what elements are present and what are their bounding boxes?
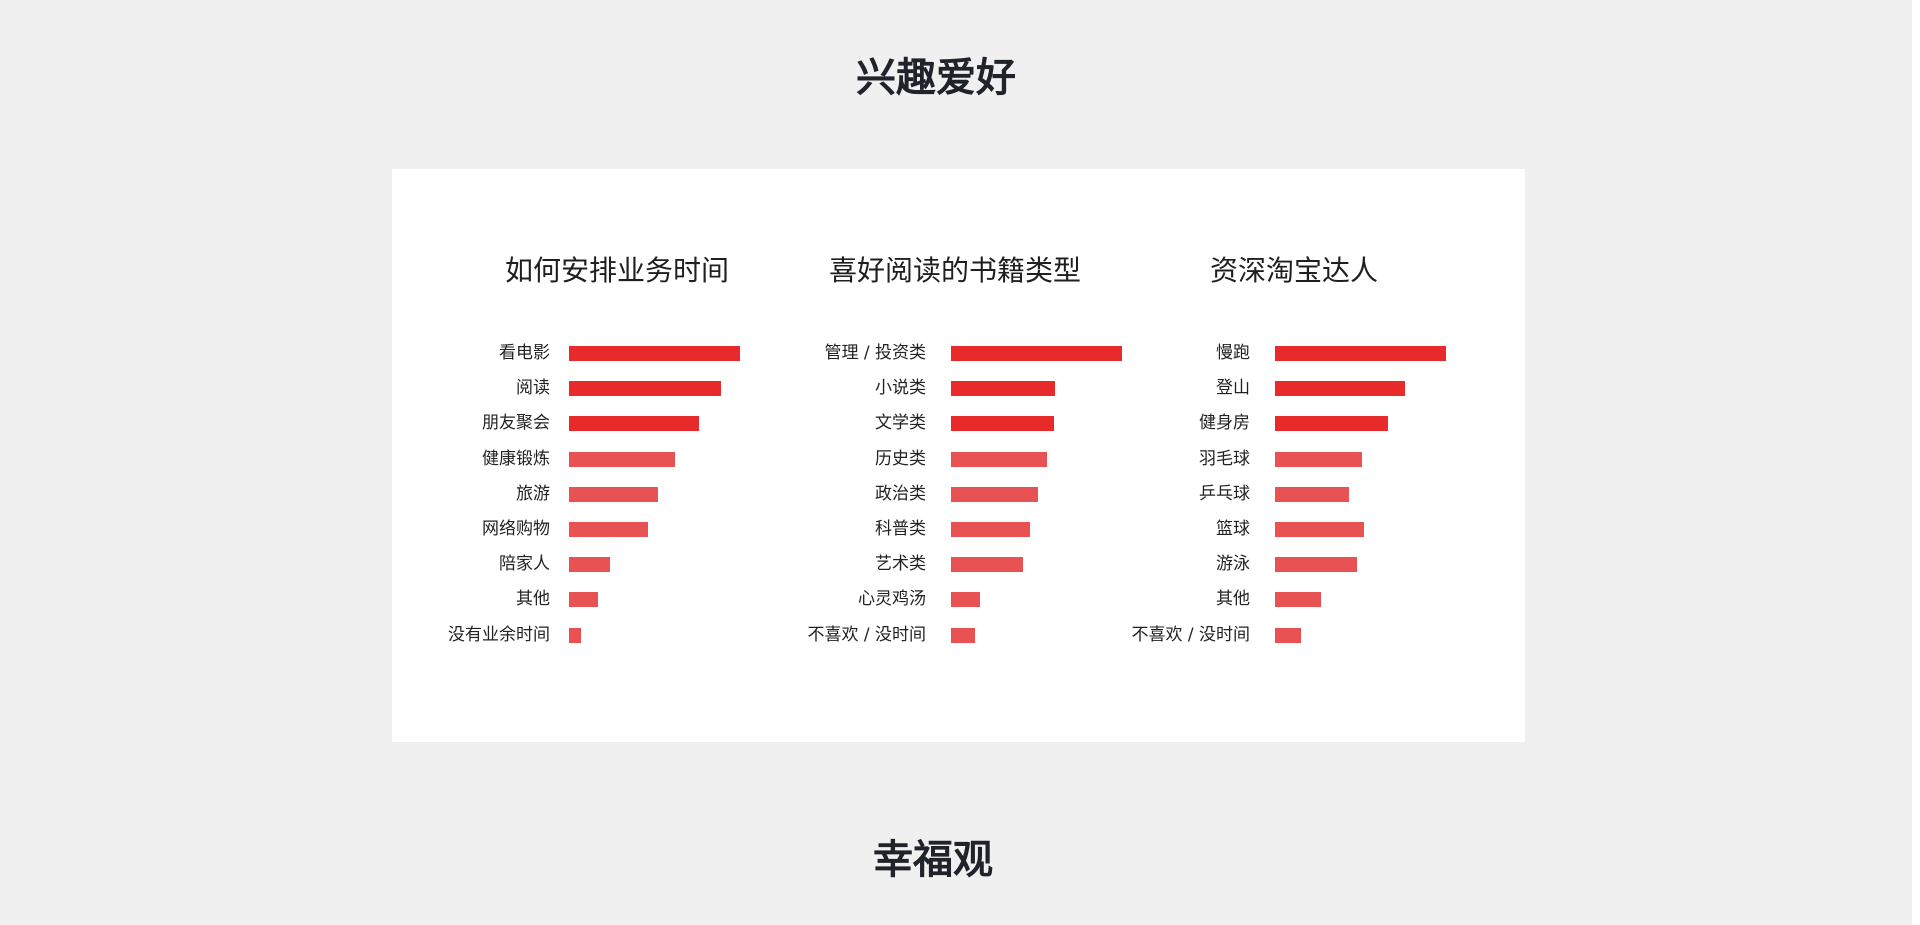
bar-row: 陪家人 — [392, 552, 550, 576]
bar — [569, 627, 581, 643]
bar — [951, 346, 1122, 361]
bar — [951, 416, 1054, 432]
chart-title: 如何安排业务时间 — [505, 254, 730, 287]
category-label: 朋友聚会 — [482, 413, 550, 434]
bar — [569, 522, 648, 537]
bar — [569, 381, 722, 397]
bar-row: 朋友聚会 — [392, 411, 550, 435]
category-label: 羽毛球 — [1199, 448, 1250, 469]
category-label: 乒乓球 — [1199, 483, 1250, 504]
bar — [951, 627, 975, 643]
category-label: 不喜欢 / 没时间 — [807, 624, 926, 645]
bar-row: 管理 / 投资类 — [392, 341, 926, 365]
bar-row: 其他 — [392, 587, 1250, 611]
bar — [951, 592, 981, 608]
bar-row: 健康锻炼 — [392, 447, 550, 471]
bar-row: 小说类 — [392, 376, 926, 400]
category-label: 科普类 — [875, 519, 926, 539]
chart-title: 资深淘宝达人 — [1210, 254, 1379, 287]
bar — [569, 557, 611, 573]
category-label: 政治类 — [875, 483, 926, 504]
bar-row: 不喜欢 / 没时间 — [392, 623, 926, 647]
bar-row: 文学类 — [392, 411, 926, 435]
bar-row: 慢跑 — [392, 341, 1250, 365]
bar-row: 网络购物 — [392, 517, 550, 541]
category-label: 其他 — [1216, 589, 1250, 610]
category-label: 文学类 — [875, 413, 926, 434]
bar-row: 游泳 — [392, 552, 1250, 576]
category-label: 登山 — [1216, 378, 1250, 399]
category-label: 不喜欢 / 没时间 — [1131, 624, 1250, 645]
bar — [569, 486, 658, 502]
category-label: 游泳 — [1216, 554, 1250, 575]
bar — [569, 592, 599, 608]
bar-row: 政治类 — [392, 482, 926, 506]
bar-row: 健身房 — [392, 411, 1250, 435]
bar — [569, 416, 699, 432]
bar-row: 旅游 — [392, 482, 550, 506]
category-label: 篮球 — [1216, 519, 1250, 539]
bar — [951, 381, 1056, 397]
category-label: 旅游 — [516, 483, 550, 504]
category-label: 慢跑 — [1216, 343, 1250, 363]
bar-row: 其他 — [392, 587, 550, 611]
category-label: 健身房 — [1199, 413, 1250, 434]
bar-row: 登山 — [392, 376, 1250, 400]
category-label: 看电影 — [499, 343, 550, 363]
category-label: 艺术类 — [875, 554, 926, 575]
category-label: 心灵鸡汤 — [858, 589, 926, 610]
category-label: 历史类 — [875, 448, 926, 469]
bar — [1275, 592, 1322, 608]
bar-row: 没有业余时间 — [392, 623, 550, 647]
chart-title: 喜好阅读的书籍类型 — [829, 254, 1082, 287]
category-label: 网络购物 — [482, 519, 550, 539]
bar-row: 历史类 — [392, 447, 926, 471]
category-label: 管理 / 投资类 — [824, 343, 926, 363]
interests-card: 如何安排业务时间 看电影 阅读 朋友聚会 健康锻炼 旅游 网络购物 陪家人 其他 没有业余时间 … — [392, 169, 1525, 742]
bar-row: 心灵鸡汤 — [392, 587, 926, 611]
bar — [569, 451, 676, 467]
category-label: 阅读 — [516, 378, 550, 399]
bar-row: 看电影 — [392, 341, 550, 365]
bar — [1275, 381, 1405, 397]
bar — [1275, 557, 1358, 573]
category-label: 小说类 — [875, 378, 926, 399]
bar — [1275, 522, 1364, 537]
bar — [1275, 451, 1363, 467]
bar — [951, 451, 1047, 467]
bar-row: 羽毛球 — [392, 447, 1250, 471]
category-label: 没有业余时间 — [448, 624, 550, 645]
bar-row: 不喜欢 / 没时间 — [392, 623, 1250, 647]
category-label: 其他 — [516, 589, 550, 610]
bar-row: 乒乓球 — [392, 482, 1250, 506]
bar — [1275, 486, 1349, 502]
right-edge-strip — [1912, 0, 1920, 925]
bar-row: 阅读 — [392, 376, 550, 400]
category-label: 陪家人 — [499, 554, 550, 575]
bar — [569, 346, 740, 361]
bar — [951, 522, 1030, 537]
section-title-happiness: 幸福观 — [873, 837, 993, 883]
bar — [951, 486, 1039, 502]
category-label: 健康锻炼 — [482, 448, 550, 469]
bar — [951, 557, 1023, 573]
bar — [1275, 627, 1301, 643]
section-title-interests: 兴趣爱好 — [856, 55, 1016, 101]
bar-row: 艺术类 — [392, 552, 926, 576]
bar-row: 科普类 — [392, 517, 926, 541]
bar — [1275, 416, 1388, 432]
bar-row: 篮球 — [392, 517, 1250, 541]
bar — [1275, 346, 1446, 361]
